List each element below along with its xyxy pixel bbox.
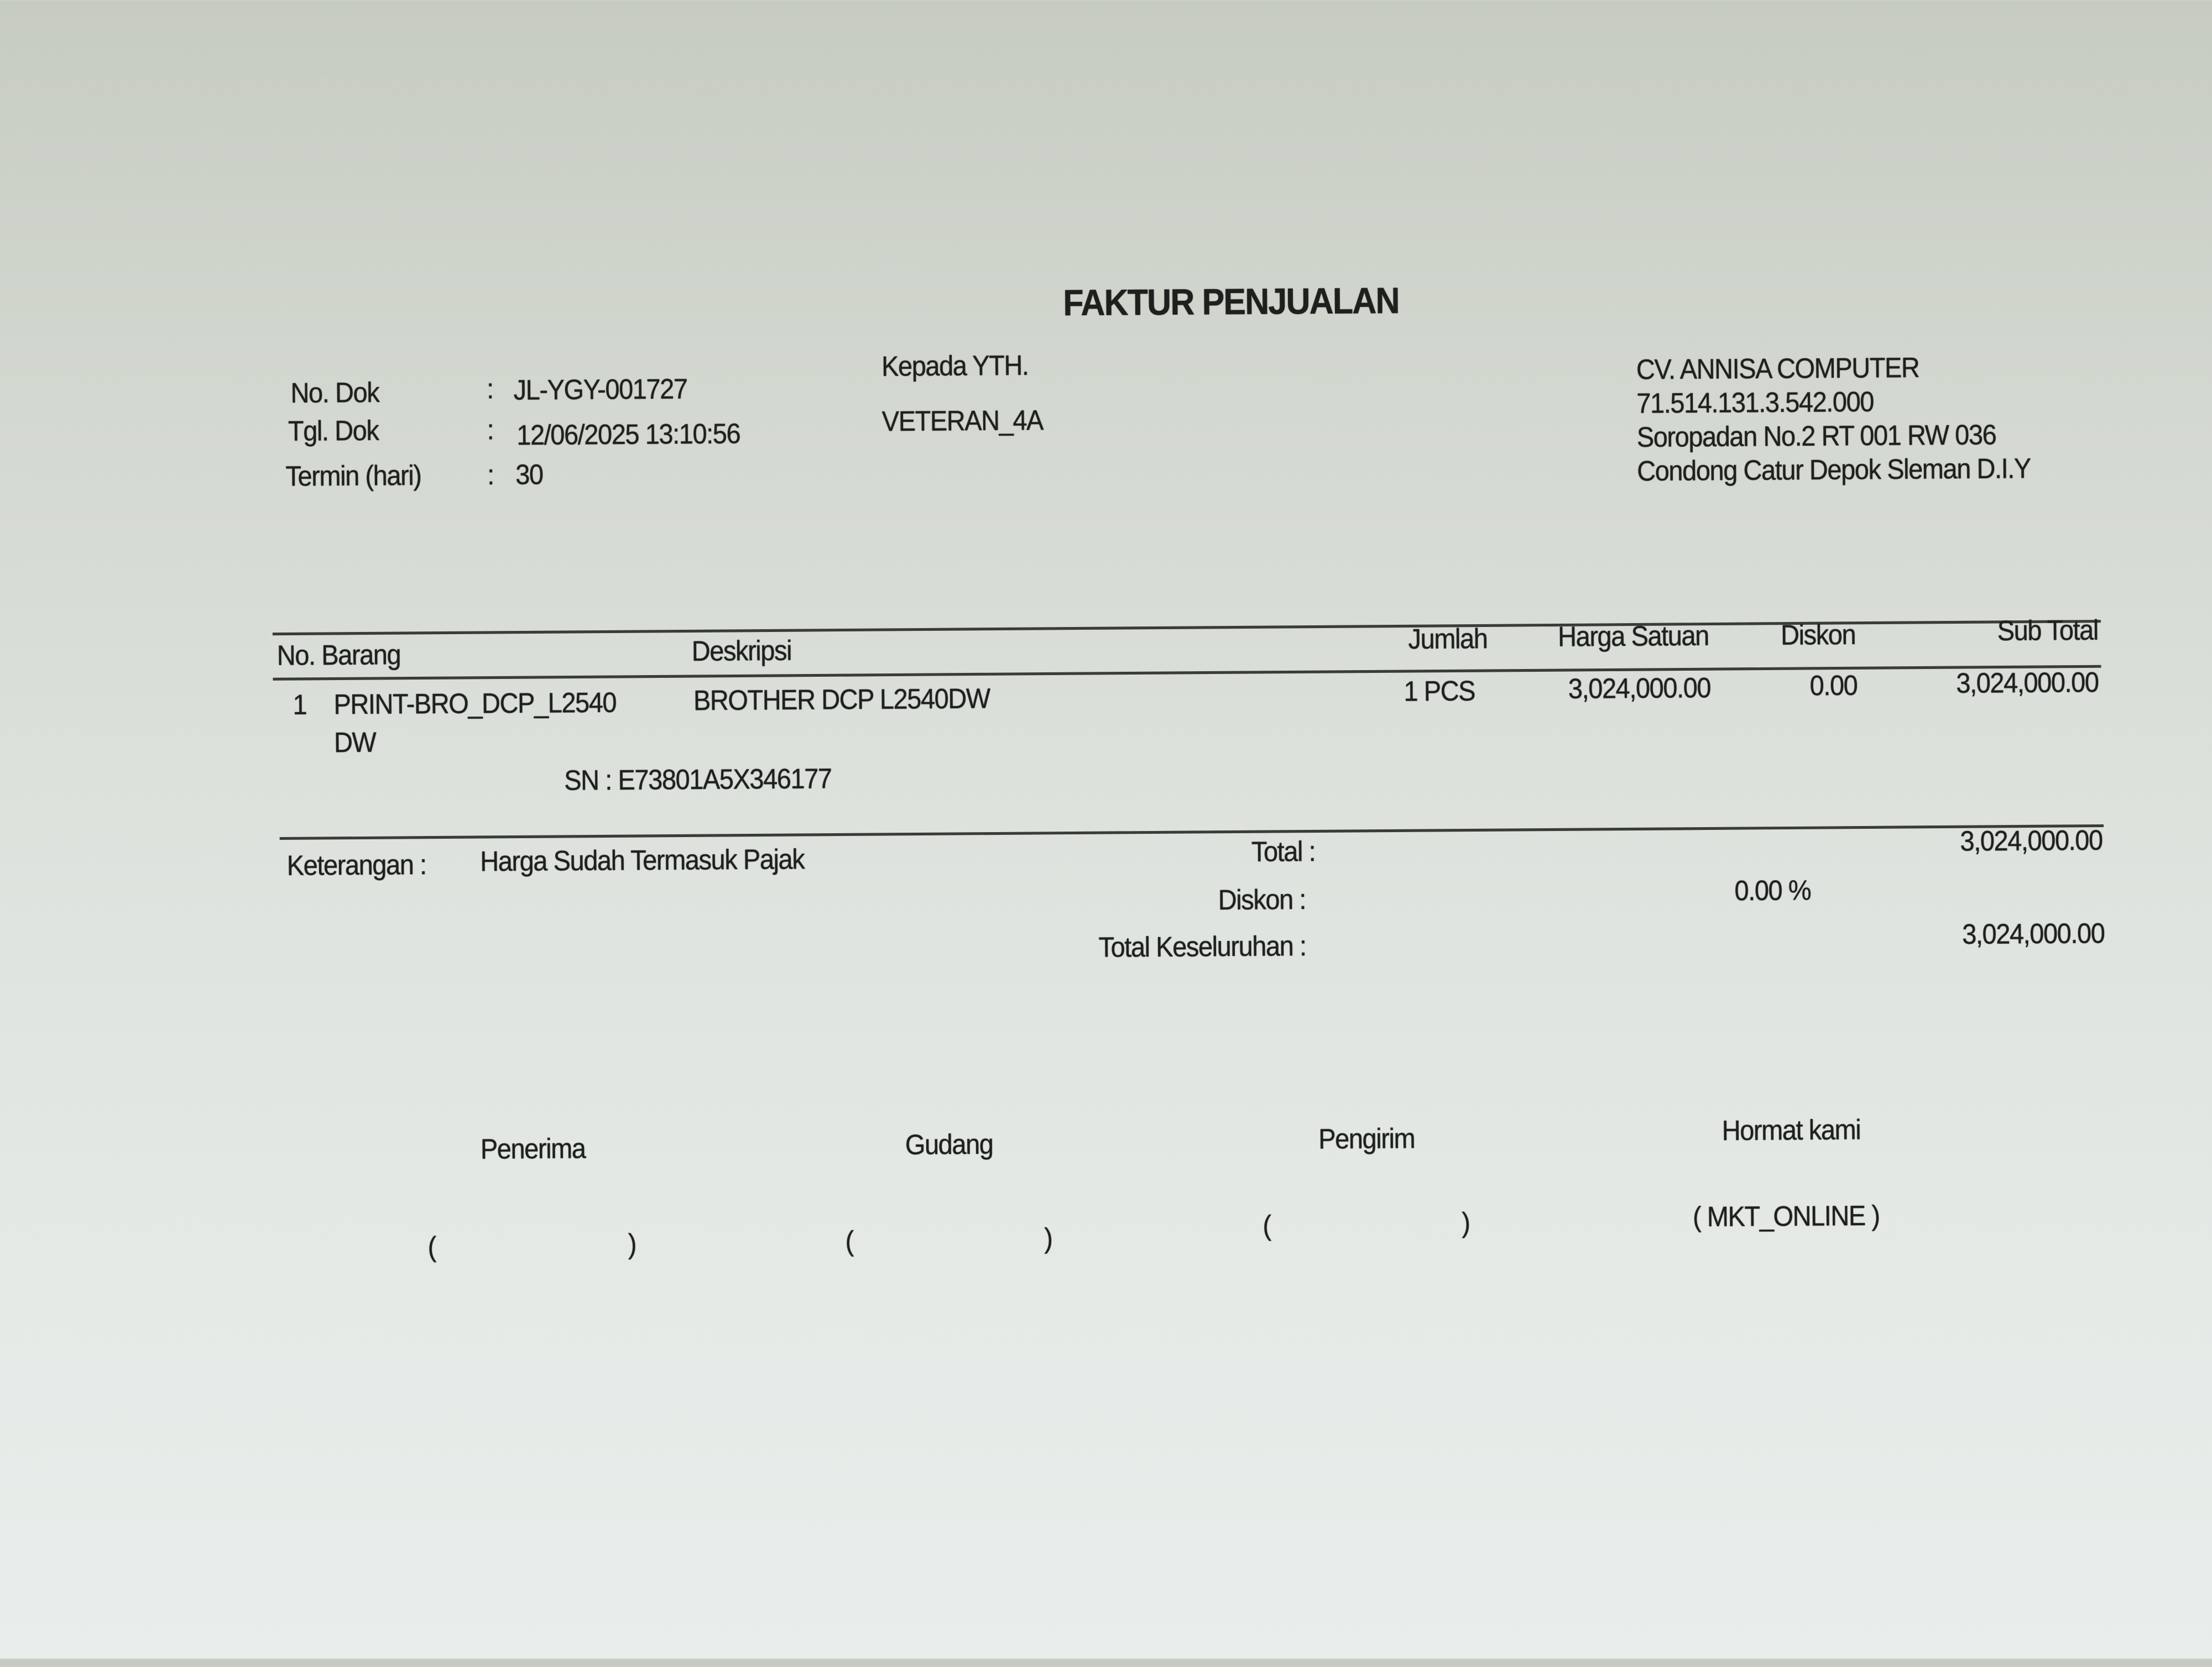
keterangan-value: Harga Sudah Termasuk Pajak — [480, 844, 805, 878]
signature-line-close: ) — [628, 1229, 637, 1261]
signature-line-open: ( — [845, 1226, 854, 1258]
header-jumlah: Jumlah — [1408, 624, 1488, 656]
table-bottom-rule — [279, 824, 2104, 840]
header-harga-satuan: Harga Satuan — [1557, 621, 1709, 654]
row-item-code: PRINT-BRO_DCP_L2540 — [333, 688, 617, 722]
keterangan-label: Keterangan : — [286, 850, 426, 882]
company-name: CV. ANNISA COMPUTER — [1636, 353, 1919, 386]
tgl-dok-label: Tgl. Dok — [288, 416, 379, 448]
signature-line-close: ) — [1462, 1208, 1470, 1240]
company-address-1: Soropadan No.2 RT 001 RW 036 — [1636, 420, 1996, 454]
signature-penerima: Penerima — [480, 1133, 586, 1166]
no-dok-label: No. Dok — [290, 378, 379, 410]
tgl-dok-value: 12/06/2025 13:10:56 — [517, 419, 740, 452]
signature-gudang: Gudang — [905, 1130, 993, 1162]
invoice-title: FAKTUR PENJUALAN — [1063, 279, 1399, 324]
header-deskripsi: Deskripsi — [691, 636, 792, 668]
header-no-barang: No. Barang — [276, 640, 401, 672]
row-serial-number: SN : E73801A5X346177 — [564, 764, 832, 797]
company-address-2: Condong Catur Depok Sleman D.I.Y — [1637, 453, 2031, 488]
row-description: BROTHER DCP L2540DW — [693, 684, 990, 718]
termin-value: 30 — [515, 460, 543, 492]
header-diskon: Diskon — [1780, 620, 1856, 652]
signature-line-open: ( — [1262, 1211, 1271, 1242]
row-item-code-cont: DW — [333, 728, 376, 759]
signature-line-close: ) — [1044, 1224, 1052, 1255]
separator: : — [486, 374, 493, 406]
termin-label: Termin (hari) — [285, 461, 421, 493]
row-discount: 0.00 — [1809, 671, 1858, 703]
recipient-label: Kepada YTH. — [881, 351, 1029, 383]
separator: : — [487, 460, 494, 492]
signature-hormat-name: ( MKT_ONLINE ) — [1692, 1201, 1880, 1234]
signature-pengirim: Pengirim — [1318, 1123, 1415, 1156]
grand-total-label: Total Keseluruhan : — [1098, 931, 1306, 964]
diskon-label: Diskon : — [1218, 885, 1306, 917]
diskon-value: 0.00 % — [1734, 875, 1811, 908]
total-value: 3,024,000.00 — [1960, 825, 2103, 858]
signature-hormat-kami: Hormat kami — [1721, 1115, 1861, 1147]
row-subtotal: 3,024,000.00 — [1956, 667, 2099, 700]
row-unit-price: 3,024,000.00 — [1568, 673, 1711, 706]
grand-total-value: 3,024,000.00 — [1962, 918, 2105, 951]
table-row: 1 PRINT-BRO_DCP_L2540 DW BROTHER DCP L25… — [0, 0, 2206, 797]
total-label: Total : — [1251, 837, 1316, 869]
separator: : — [487, 415, 494, 447]
signature-line-open: ( — [427, 1232, 436, 1264]
recipient-name: VETERAN_4A — [881, 405, 1044, 438]
row-quantity: 1 PCS — [1404, 676, 1475, 708]
company-tax-id: 71.514.131.3.542.000 — [1636, 387, 1874, 420]
no-dok-value: JL-YGY-001727 — [513, 374, 687, 407]
row-number: 1 — [293, 690, 307, 722]
header-sub-total: Sub Total — [1997, 615, 2099, 647]
